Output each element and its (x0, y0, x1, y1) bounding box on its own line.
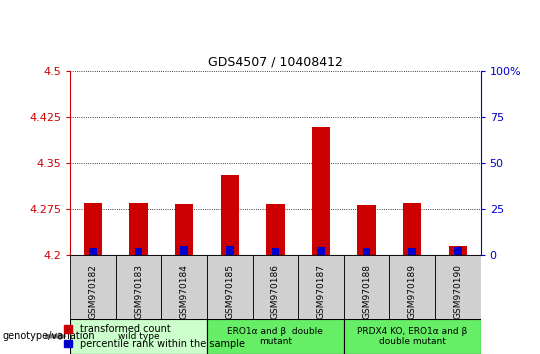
Bar (408, 247, 416, 255)
Title: GDS4507 / 10408412: GDS4507 / 10408412 (208, 55, 343, 68)
Bar (84, 203, 102, 255)
Legend: transformed count, percentile rank within the sample: transformed count, percentile rank withi… (64, 324, 245, 349)
Text: GSM970185: GSM970185 (225, 264, 234, 319)
Bar (175, 204, 193, 255)
Bar (312, 127, 330, 255)
Bar (363, 249, 370, 255)
Text: GSM970190: GSM970190 (453, 264, 462, 319)
Text: ERO1α and β  double
mutant: ERO1α and β double mutant (227, 327, 323, 346)
Bar (403, 203, 421, 255)
Text: GSM970184: GSM970184 (180, 264, 188, 319)
Bar (207, 255, 253, 319)
Bar (389, 255, 435, 319)
Bar (454, 247, 462, 255)
Text: GSM970189: GSM970189 (408, 264, 417, 319)
Text: PRDX4 KO, ERO1α and β
double mutant: PRDX4 KO, ERO1α and β double mutant (357, 327, 467, 346)
Bar (116, 255, 161, 319)
Bar (344, 255, 389, 319)
Bar (207, 319, 344, 354)
Text: wild type: wild type (118, 332, 159, 341)
Text: GSM970188: GSM970188 (362, 264, 371, 319)
Bar (344, 319, 481, 354)
Bar (266, 204, 285, 255)
Bar (317, 247, 325, 255)
Bar (135, 249, 143, 255)
Text: genotype/variation: genotype/variation (3, 331, 96, 341)
Bar (226, 246, 234, 255)
Bar (435, 255, 481, 319)
Text: GSM970182: GSM970182 (89, 264, 98, 319)
Bar (161, 255, 207, 319)
Bar (253, 255, 298, 319)
Bar (357, 205, 376, 255)
Bar (221, 175, 239, 255)
Bar (449, 246, 467, 255)
Text: GSM970187: GSM970187 (316, 264, 326, 319)
Text: GSM970186: GSM970186 (271, 264, 280, 319)
Bar (180, 246, 188, 255)
Bar (70, 319, 207, 354)
Bar (298, 255, 344, 319)
Bar (272, 247, 279, 255)
Bar (89, 249, 97, 255)
Bar (70, 255, 116, 319)
Bar (130, 203, 148, 255)
Text: GSM970183: GSM970183 (134, 264, 143, 319)
